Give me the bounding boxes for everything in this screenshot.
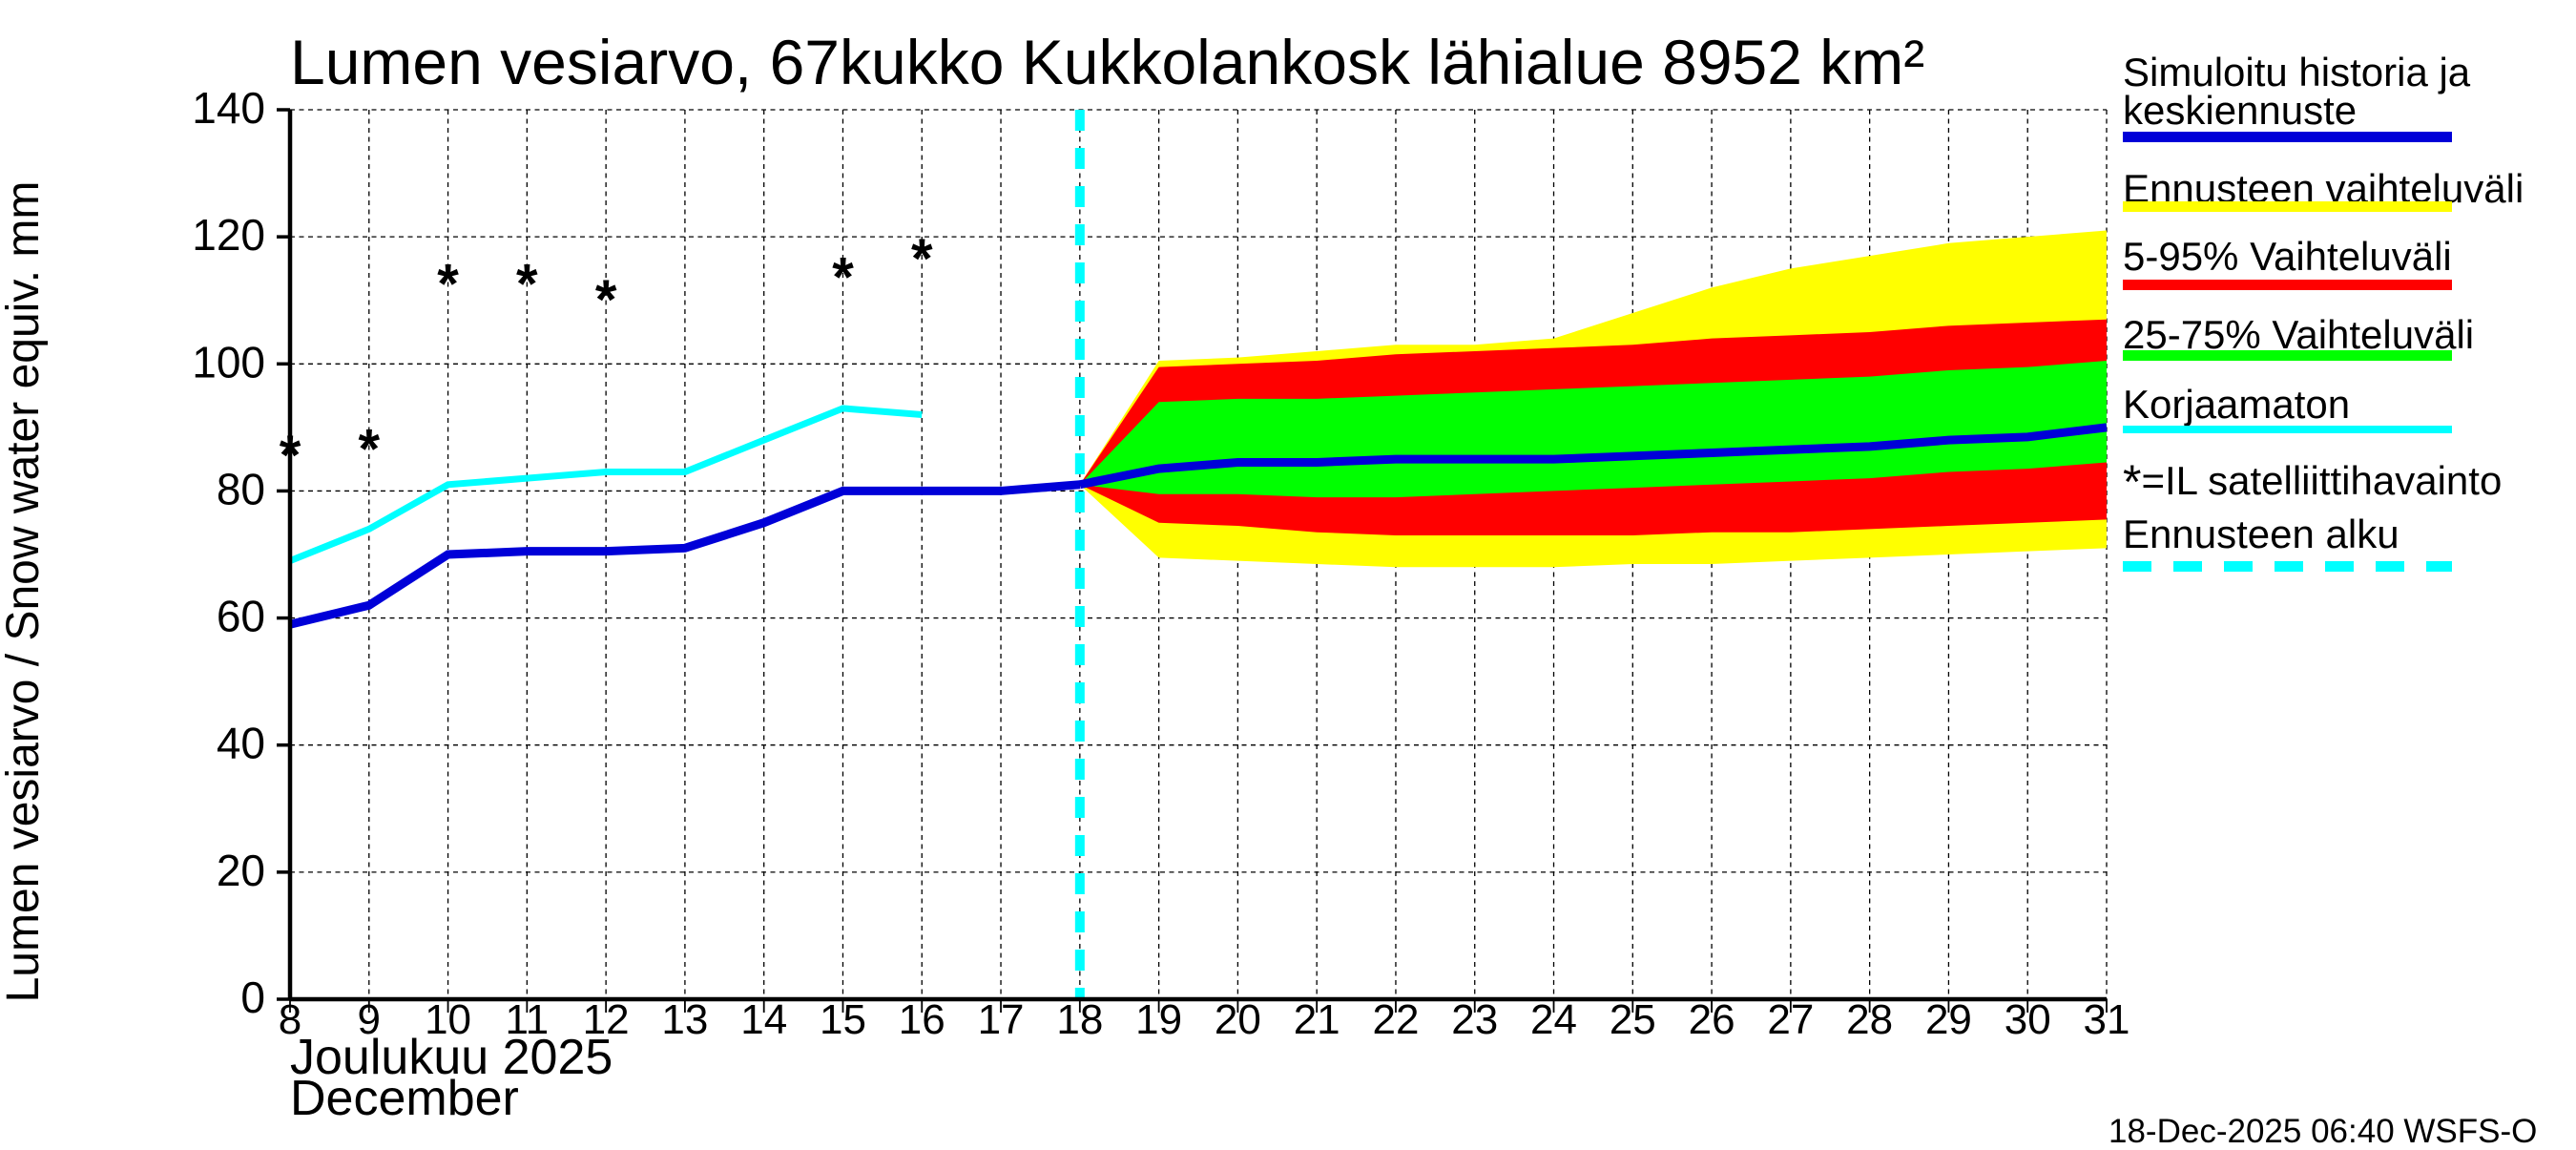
svg-text:31: 31 — [2084, 996, 2130, 1043]
svg-text:29: 29 — [1925, 996, 1972, 1043]
svg-text:18-Dec-2025 06:40 WSFS-O: 18-Dec-2025 06:40 WSFS-O — [2109, 1113, 2537, 1145]
svg-text:28: 28 — [1846, 996, 1893, 1043]
svg-text:Lumen vesiarvo / Snow water eq: Lumen vesiarvo / Snow water equiv. mm — [0, 181, 49, 1003]
svg-text:*: * — [595, 269, 617, 331]
svg-text:24: 24 — [1530, 996, 1577, 1043]
svg-text:25: 25 — [1610, 996, 1656, 1043]
svg-text:20: 20 — [1215, 996, 1261, 1043]
svg-text:100: 100 — [192, 337, 265, 387]
svg-text:30: 30 — [2005, 996, 2051, 1043]
svg-text:20: 20 — [217, 846, 265, 895]
svg-text:*: * — [437, 253, 459, 315]
svg-text:60: 60 — [217, 592, 265, 641]
svg-text:16: 16 — [899, 996, 945, 1043]
svg-text:*: * — [911, 228, 933, 290]
svg-text:27: 27 — [1767, 996, 1814, 1043]
svg-text:*: * — [358, 418, 380, 480]
svg-text:13: 13 — [661, 996, 708, 1043]
svg-text:26: 26 — [1689, 996, 1735, 1043]
svg-text:80: 80 — [217, 464, 265, 513]
svg-text:120: 120 — [192, 210, 265, 260]
svg-text:14: 14 — [740, 996, 787, 1043]
svg-text:40: 40 — [217, 719, 265, 768]
svg-text:18: 18 — [1056, 996, 1103, 1043]
svg-text:December: December — [290, 1071, 519, 1126]
svg-text:15: 15 — [820, 996, 866, 1043]
svg-text:*: * — [832, 247, 854, 309]
svg-text:0: 0 — [240, 972, 265, 1022]
svg-text:*: * — [516, 253, 538, 315]
svg-text:19: 19 — [1135, 996, 1182, 1043]
svg-text:22: 22 — [1372, 996, 1419, 1043]
svg-text:23: 23 — [1451, 996, 1498, 1043]
svg-text:140: 140 — [192, 83, 265, 133]
svg-text:Lumen vesiarvo, 67kukko Kukkol: Lumen vesiarvo, 67kukko Kukkolankosk läh… — [290, 27, 1924, 97]
svg-text:21: 21 — [1294, 996, 1340, 1043]
svg-text:17: 17 — [978, 996, 1025, 1043]
